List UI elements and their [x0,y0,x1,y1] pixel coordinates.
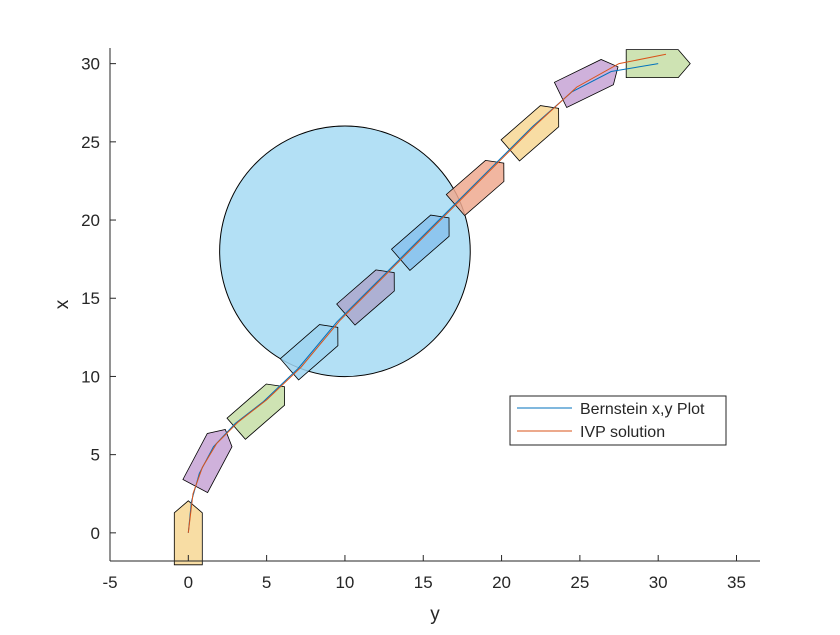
y-tick-label: 25 [81,133,100,152]
x-tick-label: 5 [262,573,271,592]
boat-marker-9 [553,59,619,109]
x-tick-label: 20 [492,573,511,592]
legend-box [509,395,727,446]
y-axis-label: x [52,299,73,309]
y-tick-label: 0 [91,524,100,543]
x-tick-label: -5 [102,573,117,592]
y-tick-label: 10 [81,367,100,386]
x-tick-label: 30 [649,573,668,592]
y-tick-label: 15 [81,289,100,308]
obstacle-circle [219,125,471,378]
boat-marker-6 [390,214,450,271]
x-tick-label: 0 [184,573,193,592]
legend-label-1: Bernstein x,y Plot [580,401,705,418]
boat-marker-5 [336,269,395,326]
boat-marker-3 [226,383,286,440]
x-axis-label: y [430,604,440,625]
x-tick-label: 35 [727,573,746,592]
x-tick-label: 25 [570,573,589,592]
legend-label-2: IVP solution [580,424,665,441]
x-tick-label: 15 [414,573,433,592]
boat-marker-7 [445,159,505,217]
y-tick-label: 20 [81,211,100,230]
y-tick-label: 30 [81,55,100,74]
boat-marker-2 [182,429,233,494]
y-tick-label: 5 [91,446,100,465]
boat-marker-8 [500,105,560,162]
series-line-2 [187,53,667,533]
x-tick-label: 10 [335,573,354,592]
